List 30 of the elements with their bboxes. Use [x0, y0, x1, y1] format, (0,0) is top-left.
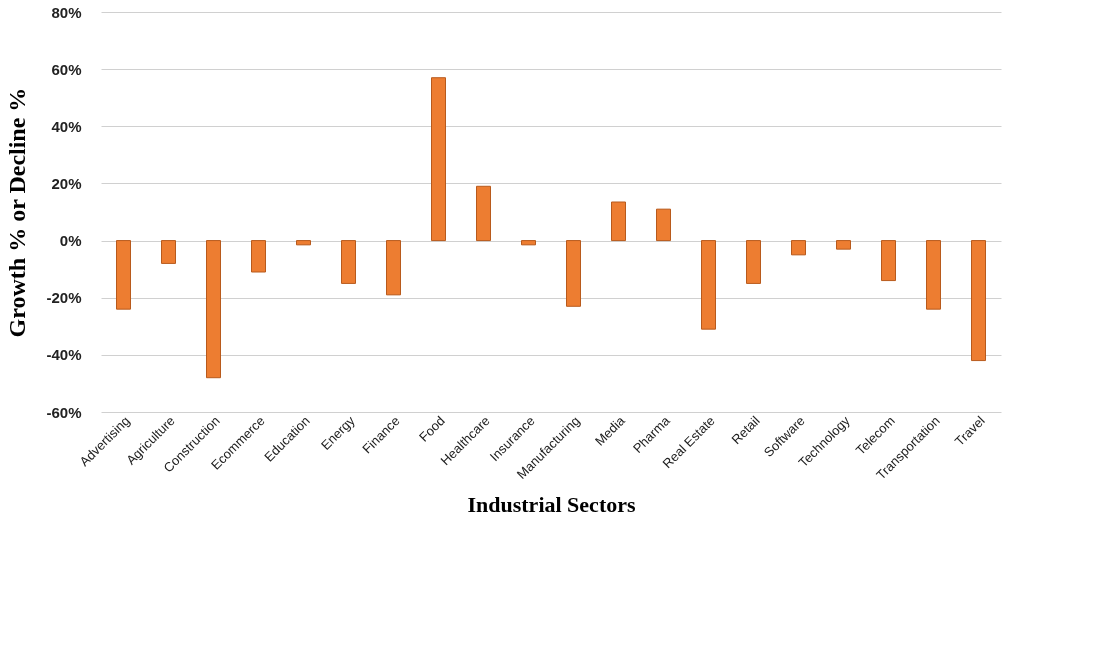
y-tick-label: 20% — [51, 174, 82, 192]
bar — [836, 240, 851, 250]
y-tick-label: -20% — [46, 289, 82, 307]
bar — [206, 240, 221, 379]
bar — [701, 240, 716, 330]
bar — [476, 185, 491, 242]
bar — [611, 201, 626, 242]
bar — [386, 240, 401, 296]
bar — [926, 240, 941, 310]
x-axis-title: Industrial Sectors — [467, 491, 636, 517]
bar — [521, 240, 536, 246]
y-axis-title: Growth % or Decline % — [4, 87, 31, 338]
y-tick-label: 60% — [51, 60, 82, 78]
bar — [791, 240, 806, 256]
y-tick-label: -60% — [46, 403, 82, 421]
bar — [116, 240, 131, 310]
y-tick-label: 0% — [59, 232, 82, 250]
bar — [431, 77, 446, 242]
y-tick-label: 80% — [51, 3, 82, 21]
bar — [296, 240, 311, 246]
bar — [566, 240, 581, 307]
bar — [746, 240, 761, 284]
bar — [251, 240, 266, 273]
bar — [656, 208, 671, 242]
bar — [881, 240, 896, 282]
y-tick-label: -40% — [46, 346, 82, 364]
bar — [341, 240, 356, 284]
bar — [971, 240, 986, 362]
y-tick-label: 40% — [51, 117, 82, 135]
bar — [161, 240, 176, 264]
